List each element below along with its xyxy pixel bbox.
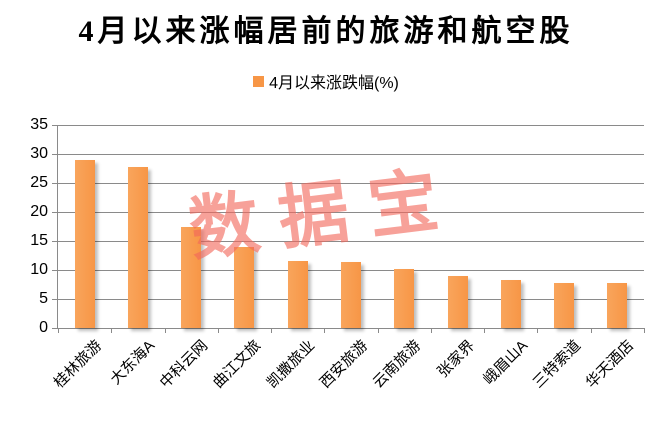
x-axis-tick (58, 328, 59, 333)
x-axis-tick (430, 328, 432, 333)
x-axis-tick (377, 328, 379, 333)
y-axis-label: 0 (39, 319, 48, 336)
y-axis-label: 25 (30, 174, 48, 191)
x-axis-tick (537, 328, 539, 333)
bar (341, 262, 361, 328)
gridline (58, 212, 644, 213)
x-axis-label: 桂林旅游 (50, 337, 105, 392)
bar (394, 268, 415, 328)
gridline (58, 328, 644, 329)
legend: 4月以来涨跌幅(%) (0, 70, 652, 92)
x-axis-tick (590, 328, 592, 333)
gridline (58, 241, 644, 242)
bar (234, 247, 255, 328)
x-axis-tick (111, 328, 113, 333)
x-axis-tick (271, 328, 273, 333)
bar (447, 275, 468, 328)
y-axis-tick (52, 183, 58, 184)
x-axis-tick (644, 328, 645, 333)
bar (127, 166, 148, 328)
y-axis-tick (52, 241, 58, 242)
x-axis-tick (164, 328, 166, 333)
gridline (58, 125, 644, 126)
y-axis-label: 5 (39, 290, 48, 307)
y-axis-tick (52, 328, 58, 329)
y-axis-label: 30 (30, 145, 48, 162)
bar (554, 282, 575, 328)
bar (181, 227, 202, 328)
gridline (58, 183, 644, 184)
y-axis-tick (52, 212, 58, 213)
legend-label: 4月以来涨跌幅(%) (269, 75, 399, 92)
plot-area: 0 5 10 15 20 25 30 35 桂林旅游 大东海A 中科云网 曲江文旅 凯撒旅业 西安旅游 云南… (30, 116, 645, 392)
y-axis-tick (52, 154, 58, 155)
y-axis-tick (52, 270, 58, 271)
bar (607, 282, 628, 328)
x-axis-tick (217, 328, 219, 333)
bar (500, 279, 521, 328)
x-axis-tick (484, 328, 486, 333)
y-axis-label: 20 (30, 203, 48, 220)
x-axis-tick (324, 328, 326, 333)
y-axis-tick (52, 125, 58, 126)
bar (74, 159, 95, 328)
gridline (58, 154, 644, 155)
y-axis-label: 35 (30, 116, 48, 133)
legend-marker-icon (253, 75, 265, 87)
y-axis-label: 15 (30, 232, 48, 249)
bar (287, 260, 308, 328)
y-axis-tick (52, 299, 58, 300)
chart-title: 4月以来涨幅居前的旅游和航空股 (78, 15, 574, 48)
y-axis-label: 10 (30, 261, 48, 278)
